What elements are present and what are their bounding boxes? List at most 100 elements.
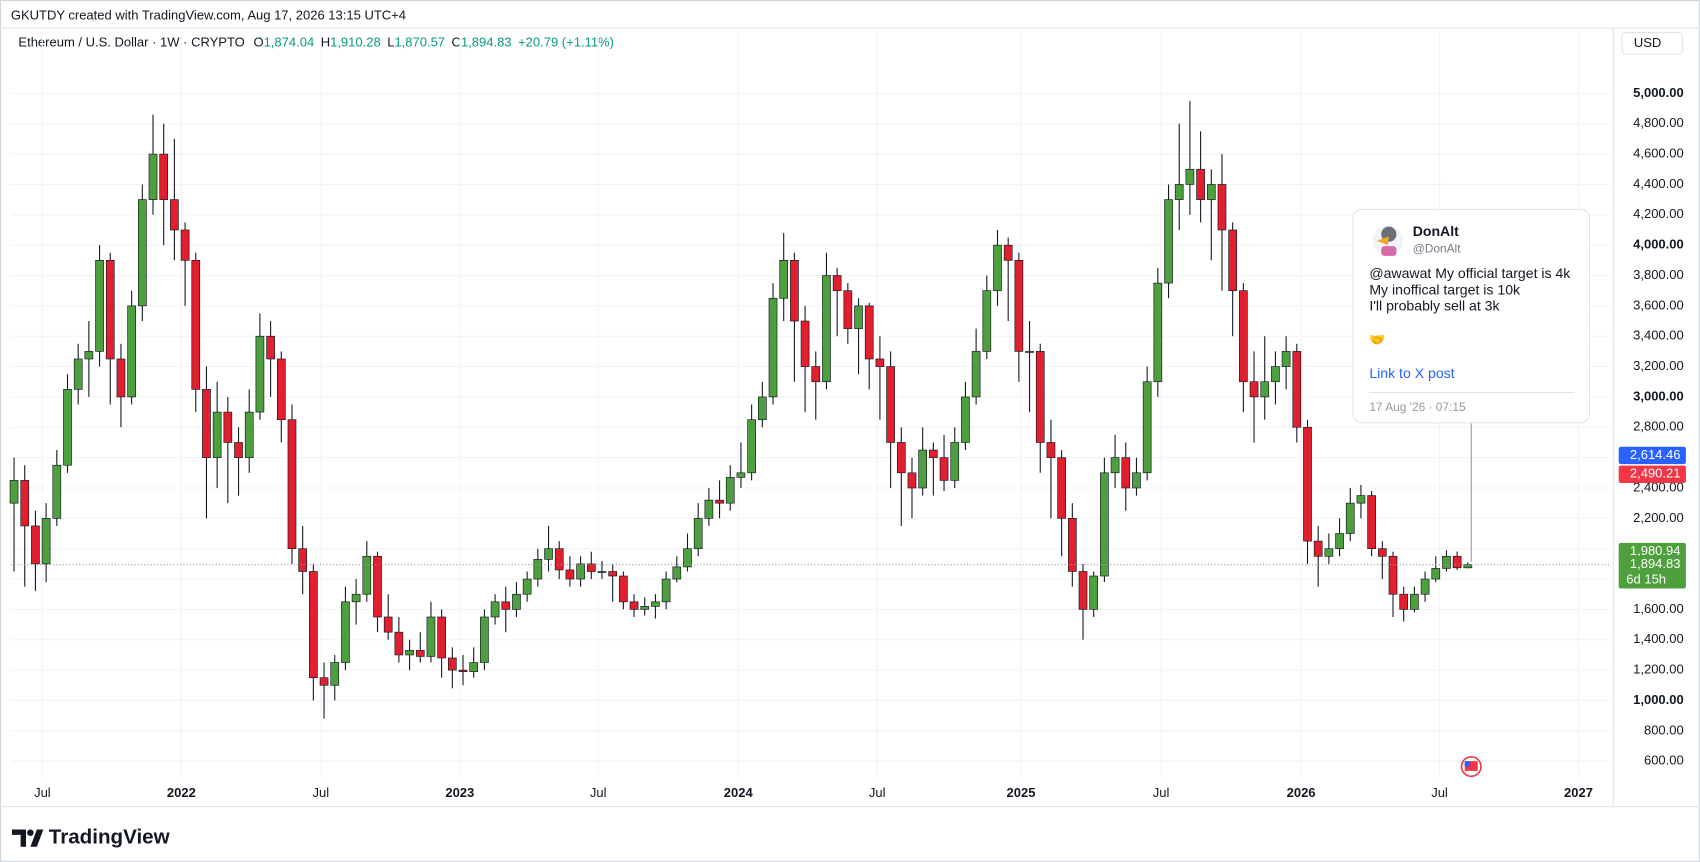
candle-body xyxy=(672,566,682,580)
price-label-box xyxy=(1618,446,1686,465)
annotation-timestamp: 17 Aug '26 · 07:15 xyxy=(1369,400,1466,414)
candle-body xyxy=(63,389,72,466)
candle-body xyxy=(1410,593,1419,610)
candle-body xyxy=(1196,168,1205,200)
candle-body xyxy=(373,555,382,618)
candle-body xyxy=(127,305,136,398)
candle-body xyxy=(137,199,147,307)
candle-body xyxy=(747,419,756,474)
candle-body xyxy=(757,396,767,421)
price-label-box xyxy=(1618,555,1686,589)
candle-body xyxy=(341,601,350,663)
candle-body xyxy=(736,472,746,478)
candle-body xyxy=(822,275,831,383)
candle-body xyxy=(84,351,94,360)
y-tick-label: 3,600.00 xyxy=(1633,297,1684,312)
y-tick-label: 600.00 xyxy=(1644,753,1684,768)
y-tick-label: 4,200.00 xyxy=(1633,206,1684,221)
candle-body xyxy=(437,616,446,659)
y-tick-label: 2,200.00 xyxy=(1633,510,1684,525)
candle-body xyxy=(565,569,575,580)
candle-body xyxy=(1377,548,1387,557)
candle-body xyxy=(993,244,1002,292)
candle-body xyxy=(854,305,863,329)
candle-body xyxy=(1239,290,1248,383)
candle-body xyxy=(1324,548,1334,557)
annotation-link[interactable]: Link to X post xyxy=(1369,365,1454,381)
candle-body xyxy=(864,305,874,360)
candle-body xyxy=(1356,495,1366,504)
ohlc-value: 1,870.57 xyxy=(394,35,445,50)
candle-body xyxy=(480,616,489,663)
candle-body xyxy=(202,389,211,458)
candle-body xyxy=(1281,351,1291,367)
candle-body xyxy=(693,518,703,550)
price-label: 2,614.46 xyxy=(1630,447,1681,462)
y-tick-label: 1,200.00 xyxy=(1633,662,1684,677)
candle-body xyxy=(843,290,853,329)
candle-body xyxy=(683,548,692,568)
candle-body xyxy=(1206,184,1216,200)
candle-body xyxy=(1228,229,1238,292)
candle-body xyxy=(1046,442,1056,458)
candle-body xyxy=(362,555,372,595)
candle-body xyxy=(116,358,126,398)
y-tick-label: 800.00 xyxy=(1644,722,1684,737)
candle-body xyxy=(309,571,318,679)
candle-body xyxy=(1025,351,1034,353)
price-label-box xyxy=(1618,465,1686,483)
y-tick-label: 2,800.00 xyxy=(1633,419,1684,434)
candle-body xyxy=(276,358,286,421)
candle-body xyxy=(1260,381,1270,398)
candle-body xyxy=(1313,540,1323,557)
x-tick-label: 2024 xyxy=(724,785,754,800)
candle-body xyxy=(522,578,532,595)
currency-box[interactable] xyxy=(1621,32,1684,55)
currency[interactable]: USD xyxy=(1634,35,1661,50)
candle-body xyxy=(725,477,735,504)
candle-body xyxy=(886,366,895,443)
candle-body xyxy=(501,601,511,610)
candle-body xyxy=(929,449,938,458)
price-label: 1,980.94 xyxy=(1630,543,1681,558)
ohlc-value: 1,874.04 xyxy=(264,35,315,50)
avatar-beak xyxy=(1376,236,1389,246)
candle-body xyxy=(907,472,917,489)
ohlc-key: L xyxy=(387,35,394,50)
x-tick-label: Jul xyxy=(869,785,886,800)
candle-body xyxy=(170,199,179,231)
candle-body xyxy=(191,260,201,390)
candle-body xyxy=(1345,502,1355,534)
candle-body xyxy=(790,260,799,322)
y-tick-label: 1,000.00 xyxy=(1633,692,1684,707)
symbol-legend: Ethereum / U.S. Dollar · 1W · CRYPTO O1,8… xyxy=(18,35,614,50)
candle-body xyxy=(800,320,810,367)
x-tick-label: 2025 xyxy=(1007,785,1036,800)
price-label: 1,894.83 xyxy=(1630,556,1681,571)
credit: GKUTDY created with TradingView.com, Aug… xyxy=(11,8,406,23)
candle-body xyxy=(1217,184,1227,231)
event-flag-canton xyxy=(1464,761,1471,767)
y-tick-label: 1,600.00 xyxy=(1633,601,1684,616)
candle-body xyxy=(234,442,243,458)
avatar-body xyxy=(1381,246,1397,256)
candle-body xyxy=(576,563,585,580)
annotation-line: My inoffical target is 10k xyxy=(1369,281,1521,297)
candle-body xyxy=(266,335,275,360)
price-label: 2,490.21 xyxy=(1630,466,1681,481)
annotation-card[interactable] xyxy=(1352,208,1590,424)
ohlc-value: 1,894.83 xyxy=(461,35,512,50)
y-tick-label: 4,000.00 xyxy=(1633,237,1684,252)
candle-body xyxy=(832,275,842,292)
candle-body xyxy=(950,442,960,481)
candle-body xyxy=(586,563,596,572)
candle-body xyxy=(961,396,970,443)
candle-body xyxy=(768,297,778,398)
ohlc-key: C xyxy=(452,35,461,50)
candle-body xyxy=(939,457,949,481)
y-tick-label: 4,800.00 xyxy=(1633,115,1684,130)
y-tick-label: 3,800.00 xyxy=(1633,267,1684,282)
y-tick-label: 5,000.00 xyxy=(1633,85,1684,100)
